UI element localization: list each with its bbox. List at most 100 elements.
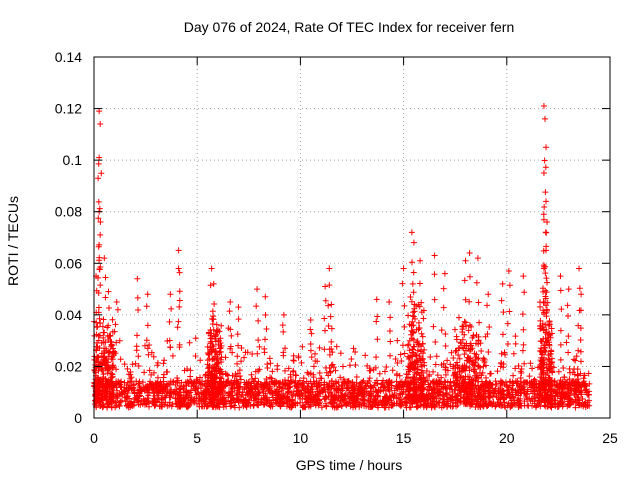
data-point (207, 377, 214, 384)
data-point (197, 357, 204, 364)
y-tick-label: 0.14 (55, 49, 82, 65)
data-point (539, 285, 546, 292)
data-point (238, 345, 245, 352)
data-point (532, 395, 539, 402)
data-point (299, 404, 306, 411)
data-point (564, 302, 571, 309)
data-point (145, 351, 152, 358)
data-point (106, 349, 113, 356)
data-point (455, 345, 462, 352)
data-point (485, 389, 492, 396)
data-point (223, 381, 230, 388)
data-point (416, 280, 423, 287)
data-point (374, 336, 381, 343)
data-point (124, 393, 131, 400)
data-point (570, 399, 577, 406)
data-point (207, 335, 214, 342)
data-point (225, 392, 232, 399)
data-point (563, 379, 570, 386)
data-point (298, 359, 305, 366)
data-point (230, 399, 237, 406)
data-point (102, 357, 109, 364)
data-point (405, 353, 412, 360)
data-point (585, 370, 592, 377)
data-point (322, 364, 329, 371)
data-point (160, 360, 167, 367)
x-axis-label: GPS time / hours (296, 457, 403, 473)
data-point (401, 302, 408, 309)
data-point (100, 334, 107, 341)
data-point (466, 396, 473, 403)
data-point (432, 361, 439, 368)
data-point (517, 374, 524, 381)
data-point (235, 396, 242, 403)
data-point (458, 374, 465, 381)
data-point (557, 327, 564, 334)
data-point (456, 368, 463, 375)
data-point (494, 399, 501, 406)
data-point (543, 247, 550, 254)
data-point (374, 380, 381, 387)
data-point (100, 401, 107, 408)
data-point (492, 378, 499, 385)
data-point (277, 394, 284, 401)
data-point (537, 391, 544, 398)
data-point (432, 404, 439, 411)
data-point (262, 336, 269, 343)
data-point (443, 392, 450, 399)
data-point (486, 398, 493, 405)
data-point (292, 378, 299, 385)
data-point (94, 323, 101, 330)
data-point (282, 382, 289, 389)
data-point (146, 367, 153, 374)
data-point (455, 365, 462, 372)
data-point (260, 401, 267, 408)
data-point (164, 368, 171, 375)
axes: 0 5 10 15 20 25 0 0.02 0.04 0.06 0.08 0.1 0.12 0.14 (55, 49, 618, 446)
data-point (484, 331, 491, 338)
data-point (156, 403, 163, 410)
data-point (262, 312, 269, 319)
data-point (579, 381, 586, 388)
data-point (305, 380, 312, 387)
data-point (410, 239, 417, 246)
data-point (391, 400, 398, 407)
data-point (369, 399, 376, 406)
data-point (444, 398, 451, 405)
data-point (313, 378, 320, 385)
data-point (162, 394, 169, 401)
data-point (410, 289, 417, 296)
data-point (430, 378, 437, 385)
data-point (328, 338, 335, 345)
data-point (348, 355, 355, 362)
data-point (585, 391, 592, 398)
data-point (504, 320, 511, 327)
data-point (401, 350, 408, 357)
data-point (454, 364, 461, 371)
data-point (565, 286, 572, 293)
data-point (134, 275, 141, 282)
data-point (454, 359, 461, 366)
data-point (174, 375, 181, 382)
data-point (167, 381, 174, 388)
data-point (96, 266, 103, 273)
data-point (242, 392, 249, 399)
data-point (421, 359, 428, 366)
data-point (94, 358, 101, 365)
data-point (367, 404, 374, 411)
data-point (403, 398, 410, 405)
data-point (430, 368, 437, 375)
data-point (561, 374, 568, 381)
data-point (483, 401, 490, 408)
data-point (97, 399, 104, 406)
data-point (572, 357, 579, 364)
data-point (204, 365, 211, 372)
data-point (338, 403, 345, 410)
data-point (342, 392, 349, 399)
data-point (353, 392, 360, 399)
data-point (274, 362, 281, 369)
data-point (474, 375, 481, 382)
data-point (392, 356, 399, 363)
data-point (356, 383, 363, 390)
data-point (461, 387, 468, 394)
